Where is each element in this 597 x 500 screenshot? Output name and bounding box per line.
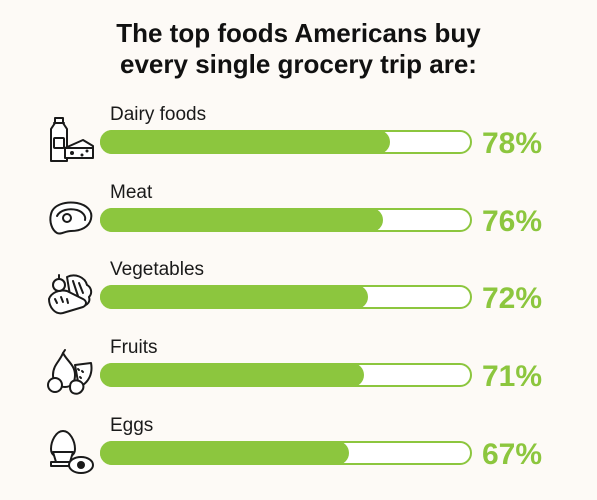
bar-label: Eggs (110, 415, 154, 436)
bar-value-label: 71% (482, 360, 543, 393)
bar-label: Vegetables (110, 259, 205, 280)
bar-value-label: 76% (482, 205, 543, 238)
bar-fill (100, 208, 383, 232)
fruits-icon (47, 349, 93, 395)
bar-row-fruits: Fruits 71% (0, 337, 597, 403)
bar-track (100, 363, 472, 387)
bar-fill (100, 363, 364, 387)
bar-track (100, 130, 472, 154)
bar-value-label: 72% (482, 282, 543, 315)
chart-title-line-1: The top foods Americans buy (116, 18, 481, 48)
egg-icon (50, 430, 94, 474)
bar-value-label: 78% (482, 127, 543, 160)
chart-title: The top foods Americans buy every single… (0, 18, 597, 80)
bar-label: Fruits (110, 337, 158, 358)
bar-track (100, 208, 472, 232)
bar-fill (100, 285, 368, 309)
bar-label: Meat (110, 182, 153, 203)
bar-fill (100, 441, 349, 465)
bar-fill (100, 130, 390, 154)
milk-cheese-icon (50, 117, 94, 162)
vegetables-icon (48, 274, 93, 315)
bar-label: Dairy foods (110, 104, 207, 125)
bar-track (100, 441, 472, 465)
bar-row-dairy: Dairy foods 78% (0, 104, 597, 170)
bar-row-meat: Meat 76% (0, 182, 597, 248)
steak-icon (49, 201, 93, 235)
chart-title-line-2: every single grocery trip are: (120, 49, 477, 79)
bar-track (100, 285, 472, 309)
bar-row-vegetables: Vegetables 72% (0, 259, 597, 325)
bar-row-eggs: Eggs 67% (0, 415, 597, 481)
bar-value-label: 67% (482, 438, 543, 471)
